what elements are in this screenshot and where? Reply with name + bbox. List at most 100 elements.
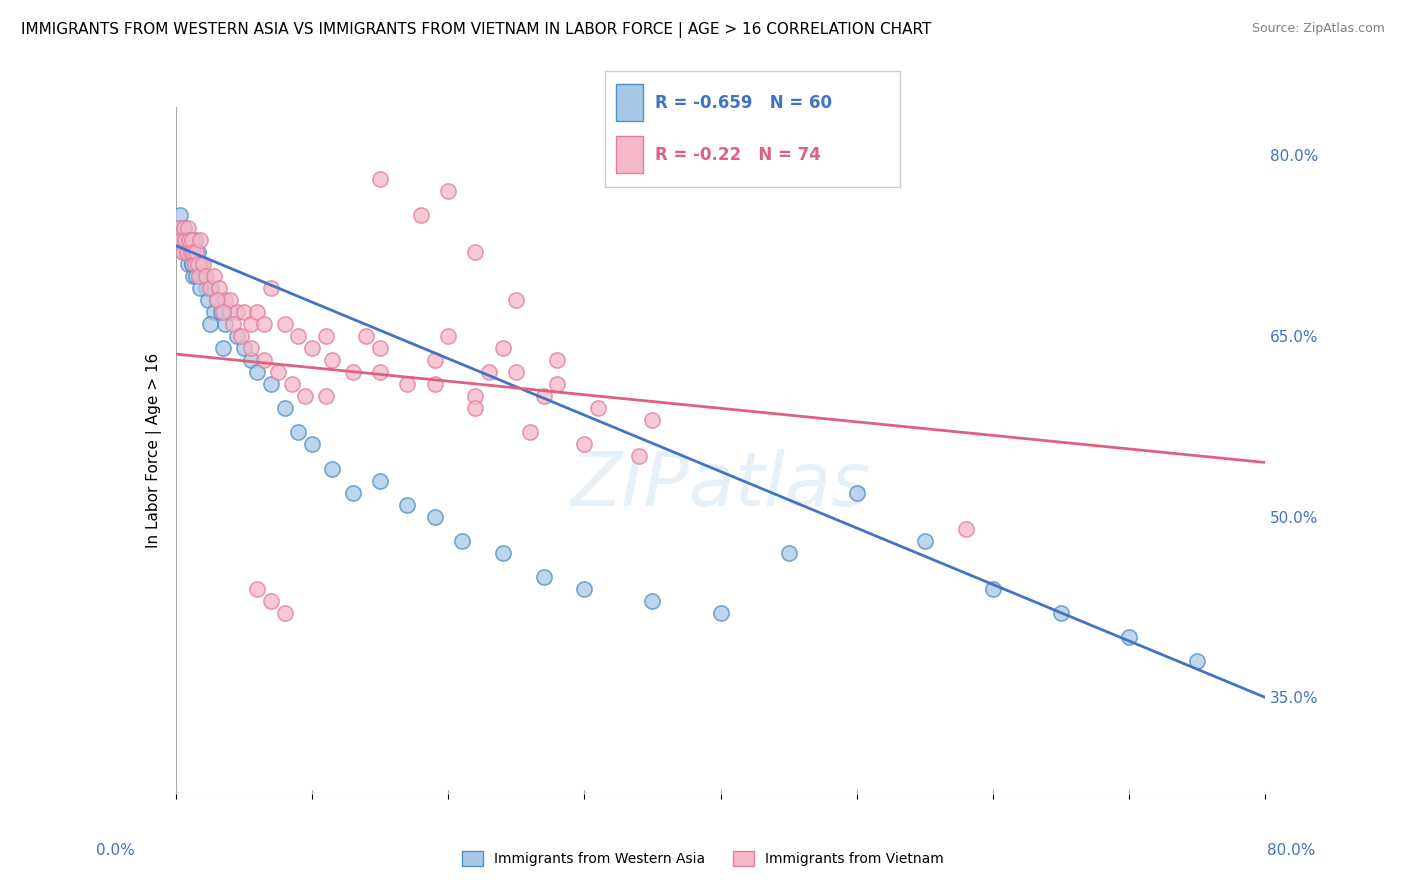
Point	[239, 317, 262, 331]
Point	[200, 281, 222, 295]
Point	[197, 293, 219, 307]
Point	[188, 233, 211, 247]
Point	[1050, 606, 1073, 620]
Point	[177, 257, 200, 271]
Point	[574, 582, 596, 596]
Point	[219, 293, 242, 307]
Point	[180, 244, 202, 259]
Point	[437, 329, 460, 343]
Point	[186, 244, 208, 259]
Point	[981, 582, 1004, 596]
Point	[1187, 654, 1209, 668]
Text: Source: ZipAtlas.com: Source: ZipAtlas.com	[1251, 22, 1385, 36]
Point	[260, 281, 283, 295]
Point	[173, 220, 195, 235]
Point	[174, 233, 197, 247]
Point	[191, 268, 214, 283]
Text: 80.0%: 80.0%	[1267, 843, 1315, 857]
Point	[315, 389, 337, 403]
Point	[170, 233, 193, 247]
Point	[641, 594, 664, 608]
Point	[187, 268, 209, 283]
Point	[239, 353, 262, 368]
Text: 0.0%: 0.0%	[96, 843, 135, 857]
Point	[267, 365, 290, 379]
Point	[409, 209, 432, 223]
Point	[423, 353, 446, 368]
Point	[914, 533, 936, 548]
Point	[205, 293, 228, 307]
Point	[212, 305, 235, 319]
Point	[492, 546, 515, 560]
Point	[222, 317, 245, 331]
Point	[176, 233, 198, 247]
Point	[280, 377, 302, 392]
Text: ZIPatlas: ZIPatlas	[571, 449, 870, 521]
Point	[226, 305, 249, 319]
Point	[239, 341, 262, 355]
Point	[183, 268, 205, 283]
Point	[181, 257, 204, 271]
Point	[246, 365, 269, 379]
Point	[173, 220, 195, 235]
Point	[208, 281, 231, 295]
Point	[167, 220, 190, 235]
Point	[194, 281, 217, 295]
Point	[186, 257, 208, 271]
Point	[533, 570, 555, 584]
Point	[179, 233, 201, 247]
Point	[274, 401, 297, 416]
Point	[253, 353, 276, 368]
Point	[212, 341, 235, 355]
Point	[321, 353, 343, 368]
FancyBboxPatch shape	[616, 136, 643, 173]
Point	[478, 365, 501, 379]
Point	[198, 317, 221, 331]
Point	[187, 268, 209, 283]
Point	[368, 172, 391, 186]
Point	[219, 305, 242, 319]
Point	[173, 220, 195, 235]
Point	[274, 606, 297, 620]
Point	[253, 317, 276, 331]
Point	[181, 257, 204, 271]
Point	[226, 329, 249, 343]
Point	[519, 425, 541, 440]
Point	[184, 257, 207, 271]
Point	[464, 389, 486, 403]
Point	[214, 317, 236, 331]
Point	[586, 401, 609, 416]
Point	[184, 233, 207, 247]
Point	[205, 293, 228, 307]
Point	[423, 377, 446, 392]
Point	[356, 329, 378, 343]
Point	[533, 389, 555, 403]
Text: R = -0.22   N = 74: R = -0.22 N = 74	[655, 146, 821, 164]
Point	[198, 281, 221, 295]
Point	[546, 353, 568, 368]
Point	[194, 268, 217, 283]
Point	[321, 461, 343, 475]
Point	[287, 329, 309, 343]
Point	[183, 244, 205, 259]
Point	[246, 582, 269, 596]
Point	[368, 341, 391, 355]
Point	[176, 244, 198, 259]
Point	[186, 268, 208, 283]
Text: IMMIGRANTS FROM WESTERN ASIA VS IMMIGRANTS FROM VIETNAM IN LABOR FORCE | AGE > 1: IMMIGRANTS FROM WESTERN ASIA VS IMMIGRAN…	[21, 22, 931, 38]
Point	[368, 474, 391, 488]
Point	[492, 341, 515, 355]
Point	[315, 329, 337, 343]
Point	[778, 546, 800, 560]
Point	[641, 413, 664, 427]
Point	[342, 485, 364, 500]
Point	[202, 268, 225, 283]
Point	[188, 281, 211, 295]
Point	[169, 209, 191, 223]
Point	[546, 377, 568, 392]
Point	[167, 220, 190, 235]
Point	[1118, 630, 1140, 644]
Point	[301, 341, 323, 355]
Point	[180, 244, 202, 259]
Point	[342, 365, 364, 379]
